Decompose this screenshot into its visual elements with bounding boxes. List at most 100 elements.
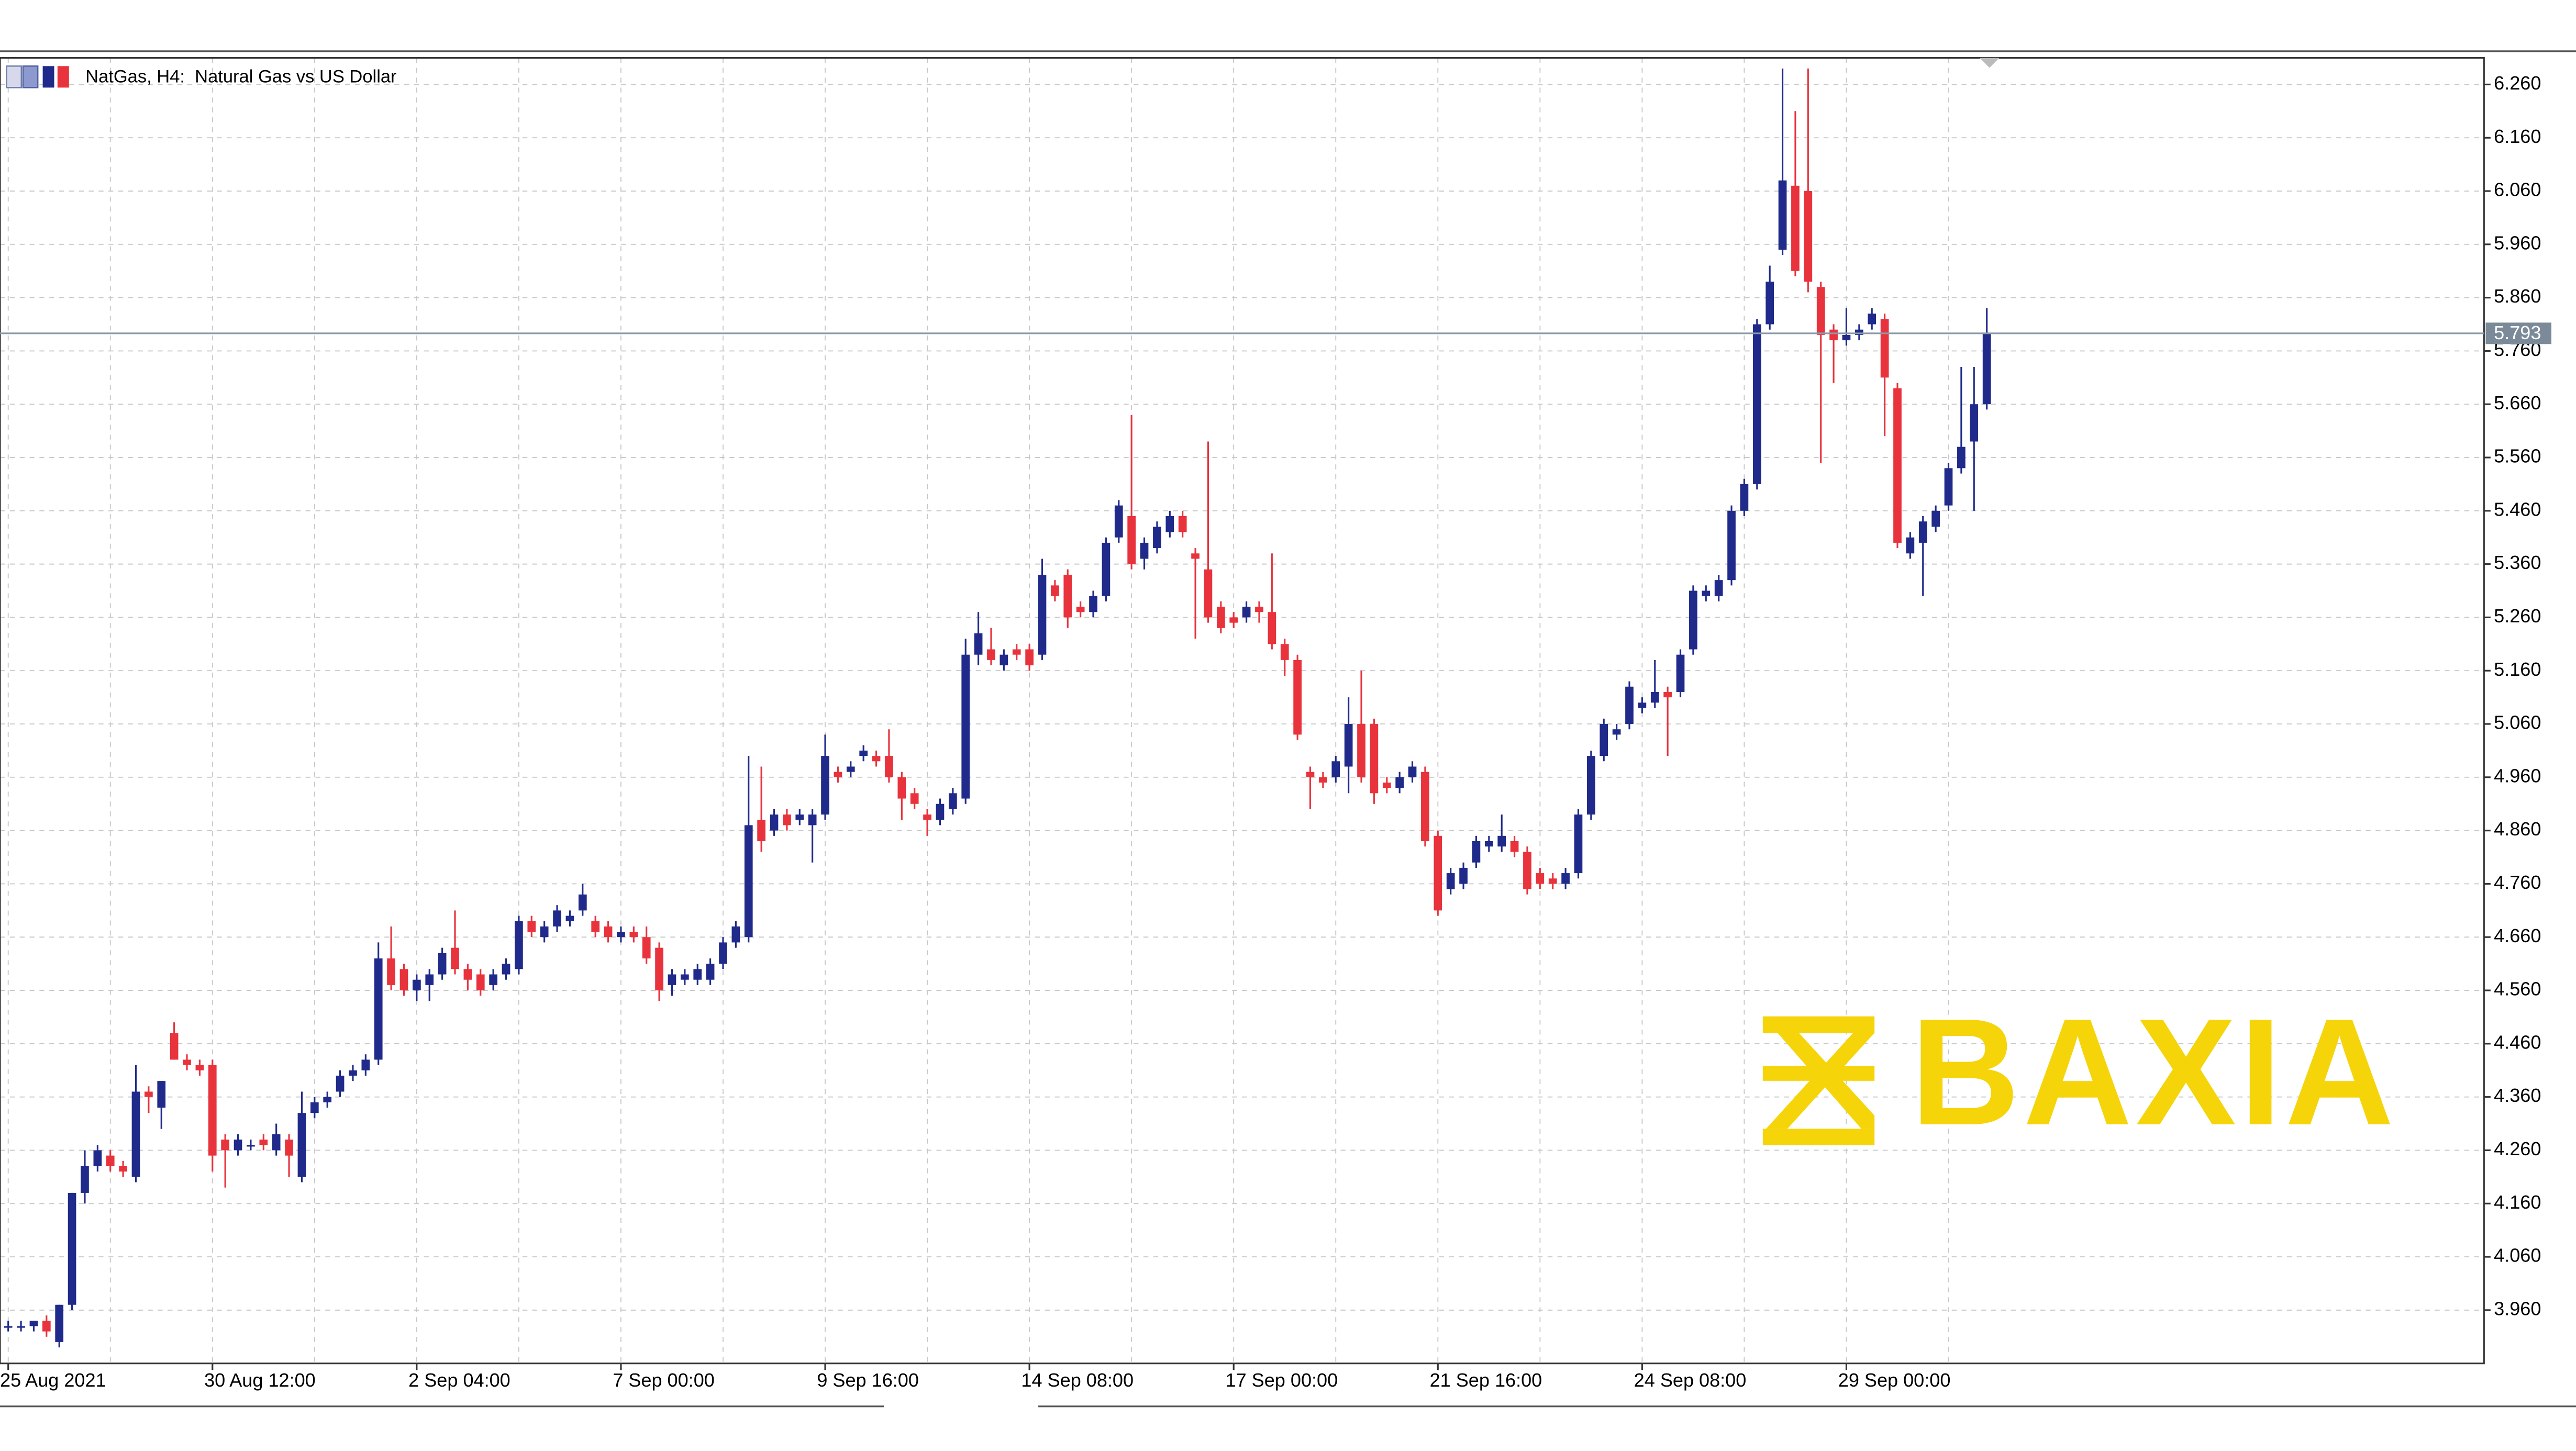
candle-body: [68, 1192, 76, 1305]
candle-body: [323, 1097, 332, 1102]
x-tick-label: 29 Sep 00:00: [1838, 1369, 1951, 1391]
candle-body: [846, 766, 855, 772]
candle-body: [1268, 612, 1276, 644]
candle-body: [1918, 521, 1927, 543]
x-tick-label: 21 Sep 16:00: [1430, 1369, 1542, 1391]
candle-body: [4, 1326, 13, 1328]
candle-body: [872, 756, 881, 762]
x-tick-label: 25 Aug 2021: [0, 1369, 106, 1391]
candle-body: [1178, 516, 1187, 532]
candle-body: [1893, 388, 1902, 543]
candle-body: [131, 1091, 140, 1177]
candle-body: [349, 1070, 357, 1076]
candle-body: [1165, 516, 1174, 532]
candle-body: [1484, 841, 1493, 847]
shift-marker: [1979, 58, 2000, 68]
y-tick-label: 6.160: [2494, 126, 2541, 147]
candle-body: [540, 926, 549, 937]
candle-body: [1344, 724, 1353, 767]
candle-body: [1204, 569, 1213, 618]
candle-body: [1382, 783, 1391, 788]
candle-body: [1076, 607, 1085, 612]
candle-body: [1153, 527, 1161, 549]
candle-body: [948, 793, 957, 809]
candle-body: [1638, 702, 1647, 708]
candle-body: [272, 1134, 281, 1151]
candle-body: [1791, 185, 1800, 271]
icon: [22, 65, 39, 88]
candle-body: [55, 1304, 64, 1342]
candle-body: [1497, 835, 1506, 847]
candle-body: [706, 964, 715, 980]
candle-body: [808, 814, 817, 825]
y-tick-label: 4.060: [2494, 1245, 2541, 1266]
candle-body: [1102, 542, 1111, 596]
candle-body: [1612, 729, 1621, 735]
candle-body: [642, 937, 651, 958]
candle-body: [744, 825, 753, 937]
candle-body: [719, 942, 727, 964]
candle-body: [1855, 329, 1863, 335]
candle-body: [1255, 607, 1263, 612]
candle-body: [387, 958, 395, 985]
candle-body: [1587, 756, 1595, 815]
candle-body: [1434, 835, 1442, 911]
candle-body: [1293, 660, 1302, 735]
candle-body: [1459, 867, 1468, 884]
candle-body: [1778, 180, 1787, 250]
candle-body: [1625, 686, 1634, 724]
y-tick-label: 5.960: [2494, 232, 2541, 253]
y-tick-label: 4.160: [2494, 1191, 2541, 1213]
y-tick-label: 4.560: [2494, 978, 2541, 1000]
candle-body: [821, 756, 829, 815]
candle-body: [1676, 654, 1685, 692]
candle-body: [1880, 319, 1889, 378]
candle-body: [413, 979, 421, 991]
candle-body: [157, 1081, 166, 1108]
candle-body: [1829, 329, 1838, 341]
y-tick-label: 5.560: [2494, 445, 2541, 467]
candle-body: [910, 793, 919, 804]
candle-body: [489, 974, 497, 985]
y-tick-label: 5.160: [2494, 658, 2541, 680]
logo-bar: [1762, 1016, 1875, 1033]
candle-body: [1472, 841, 1481, 863]
candle-body: [399, 969, 408, 991]
candle-body: [476, 974, 485, 991]
candle-body: [987, 649, 995, 660]
candle-body: [183, 1059, 191, 1065]
x-tick-label: 9 Sep 16:00: [817, 1369, 919, 1391]
candle-body: [1063, 574, 1072, 618]
y-tick-label: 4.260: [2494, 1138, 2541, 1159]
candle-body: [1663, 691, 1672, 698]
candle-body: [1982, 333, 1991, 405]
candle-body: [374, 958, 383, 1060]
y-tick-label: 4.660: [2494, 925, 2541, 946]
candle-body: [451, 947, 459, 969]
icon: [6, 65, 23, 88]
candle-body: [1395, 777, 1404, 788]
candle-body: [1714, 580, 1723, 596]
candle-body: [119, 1166, 127, 1172]
candle-body: [795, 814, 804, 820]
candle-body: [1766, 282, 1774, 325]
candle-body: [463, 969, 472, 980]
candle-body: [1816, 287, 1825, 335]
candle-body: [1868, 314, 1877, 325]
candle-body: [1906, 537, 1915, 554]
candle-body: [1280, 644, 1289, 660]
candle-body: [1357, 724, 1365, 777]
x-tick-label: 14 Sep 08:00: [1021, 1369, 1134, 1391]
plot-frame: [0, 57, 2485, 1365]
candle-body: [93, 1150, 102, 1166]
candle-body: [961, 654, 970, 799]
candle-body: [336, 1075, 345, 1092]
candle-body: [731, 926, 740, 943]
x-tick-label: 24 Sep 08:00: [1634, 1369, 1747, 1391]
plot: [4, 68, 1991, 1348]
candle-body: [259, 1140, 268, 1145]
candle-body: [629, 932, 638, 937]
candle-body: [1523, 852, 1531, 889]
x-tick-label: 7 Sep 00:00: [613, 1369, 715, 1391]
